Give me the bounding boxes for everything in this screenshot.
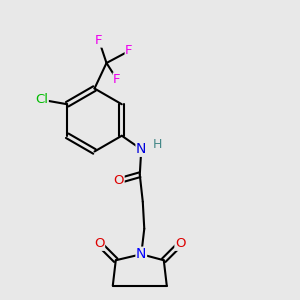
Text: F: F — [125, 44, 133, 58]
Text: O: O — [94, 237, 104, 250]
Text: O: O — [175, 237, 185, 250]
Text: F: F — [113, 73, 121, 86]
Text: Cl: Cl — [35, 93, 48, 106]
Text: N: N — [136, 247, 146, 261]
Text: O: O — [113, 174, 124, 187]
Text: F: F — [95, 34, 103, 47]
Text: H: H — [153, 138, 163, 151]
Text: N: N — [136, 142, 146, 156]
